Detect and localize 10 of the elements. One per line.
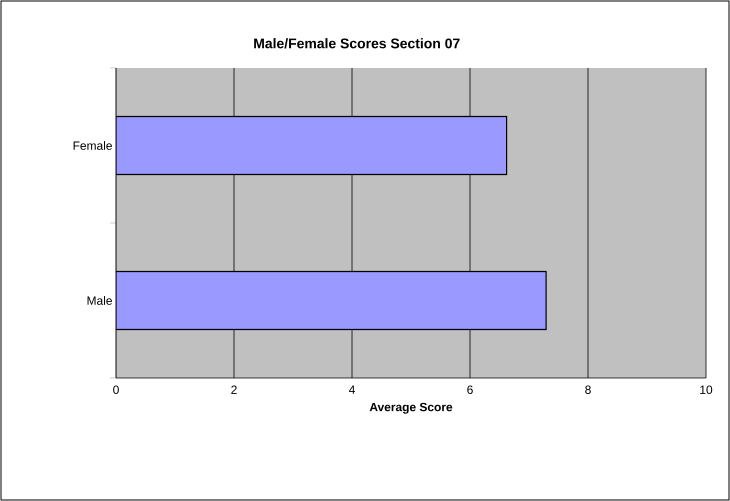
x-tick-label: 10 bbox=[700, 386, 712, 394]
x-tick-label: 0 bbox=[113, 386, 119, 394]
y-tick-label: Male bbox=[88, 296, 112, 305]
x-axis-title: Average Score bbox=[370, 402, 452, 414]
chart-title: Male/Female Scores Section 07 bbox=[254, 38, 460, 48]
x-tick-label: 4 bbox=[348, 386, 355, 394]
x-tick-label: 2 bbox=[231, 386, 237, 394]
x-tick-label: 6 bbox=[467, 386, 473, 394]
x-tick-label: 8 bbox=[585, 386, 591, 394]
y-tick-label: Female bbox=[74, 141, 112, 150]
